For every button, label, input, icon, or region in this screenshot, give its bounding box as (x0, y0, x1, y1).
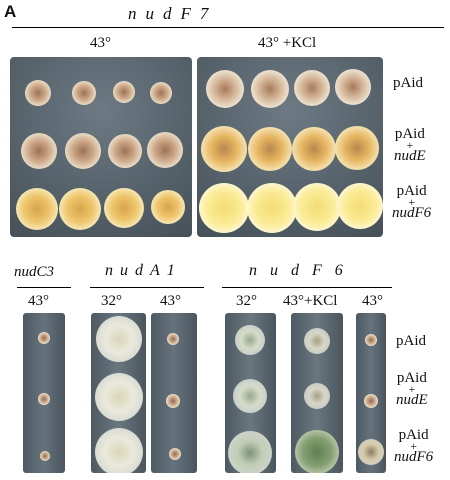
colony (151, 190, 185, 224)
nudC3-col-43: 43° (28, 293, 49, 309)
colony (228, 431, 272, 473)
colony (233, 379, 267, 413)
colony (169, 448, 181, 460)
colony (295, 430, 339, 473)
nudF6-col-43-kcl: 43°+KCl (283, 293, 338, 309)
colony (167, 333, 179, 345)
nudA1-rule (90, 287, 204, 288)
colony (201, 126, 247, 172)
strip-nudC3-43 (23, 313, 65, 473)
nudC3-title: nudC3 (14, 264, 55, 280)
colony (95, 428, 143, 473)
colony (166, 394, 180, 408)
top-title-rule (12, 27, 444, 28)
top-strain-title: nudF7 (128, 4, 218, 23)
colony (304, 383, 330, 409)
colony-row2 (21, 132, 183, 169)
colony (113, 81, 135, 103)
colony-row3 (16, 188, 185, 230)
colony (294, 70, 330, 106)
nudF6-rule (222, 287, 392, 288)
colony (147, 132, 183, 168)
strip-nudF6-43 (356, 313, 386, 473)
bottom-row-label-2: pAid + nudE (396, 370, 428, 408)
top-row-label-2: pAid + nudE (394, 126, 426, 164)
colony (247, 183, 297, 233)
colony (248, 127, 292, 171)
colony (104, 188, 144, 228)
top-plate-43 (10, 57, 192, 237)
colony (96, 316, 142, 362)
bottom-row-label-1: pAid (396, 333, 426, 349)
top-plate-43-kcl (197, 57, 383, 237)
colony (235, 325, 265, 355)
top-row-label-3: pAid + nudF6 (392, 183, 432, 221)
nudF6-col-43: 43° (362, 293, 383, 309)
colony (358, 439, 384, 465)
colony (38, 332, 50, 344)
nudF6-title: nudF6 (249, 262, 356, 279)
colony (364, 394, 378, 408)
panel-letter: A (4, 2, 17, 21)
nudA1-col-43: 43° (160, 293, 181, 309)
colony (65, 133, 101, 169)
colony (335, 126, 379, 170)
colony (25, 80, 51, 106)
colony (365, 334, 377, 346)
colony (292, 127, 336, 171)
colony (38, 393, 50, 405)
colony-row3 (199, 183, 383, 233)
top-col1-label: 43° (90, 35, 111, 51)
colony-row1 (206, 69, 371, 108)
top-col2-label: 43° +KCl (258, 35, 317, 51)
colony (95, 373, 143, 421)
nudA1-title: nudA1 (105, 262, 182, 279)
colony (206, 70, 244, 108)
colony (108, 134, 142, 168)
colony (251, 70, 289, 108)
colony (21, 133, 57, 169)
colony (150, 82, 172, 104)
strip-nudF6-32 (225, 313, 276, 473)
colony (40, 451, 50, 461)
bottom-row-label-3: pAid + nudF6 (394, 427, 434, 465)
strip-nudF6-43-kcl (291, 313, 343, 473)
top-row-label-1: pAid (393, 75, 423, 91)
colony (59, 188, 101, 230)
colony (304, 328, 330, 354)
nudA1-col-32: 32° (101, 293, 122, 309)
strip-nudA1-32 (91, 313, 146, 473)
colony (72, 81, 96, 105)
nudC3-rule (17, 287, 71, 288)
colony (335, 69, 371, 105)
strip-nudA1-43 (151, 313, 197, 473)
colony-row2 (201, 126, 379, 172)
colony (293, 183, 341, 231)
colony (16, 188, 58, 230)
colony-row1 (25, 80, 172, 106)
nudF6-col-32: 32° (236, 293, 257, 309)
colony (199, 183, 249, 233)
colony (337, 183, 383, 229)
